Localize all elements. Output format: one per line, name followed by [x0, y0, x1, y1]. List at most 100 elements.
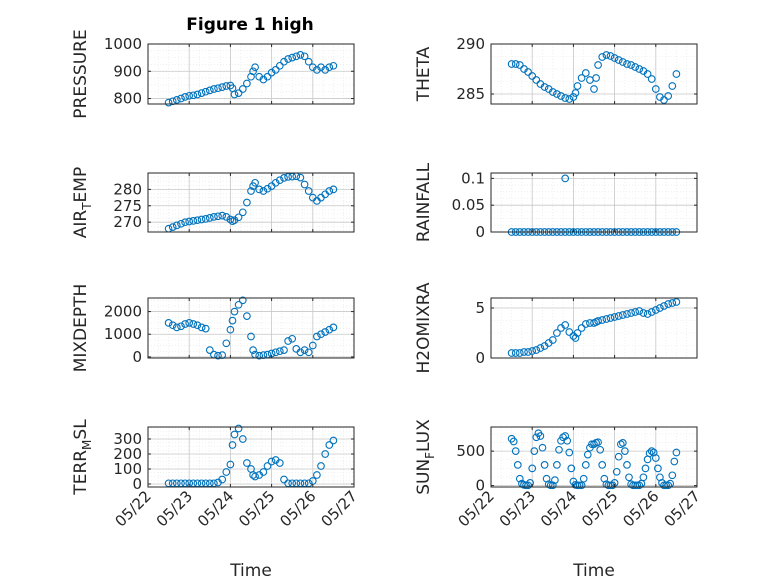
data-point	[598, 316, 607, 324]
data-point	[304, 57, 313, 66]
data-point	[214, 84, 222, 93]
subplot-rainfall: 0 0.05 0.1 RAINFALL	[414, 162, 698, 242]
data-point	[548, 336, 557, 344]
data-point	[177, 94, 185, 103]
data-point	[249, 346, 257, 354]
data-point	[197, 89, 206, 97]
data-point	[275, 459, 284, 467]
axes-box	[147, 297, 355, 359]
data-point	[275, 176, 284, 185]
data-point	[631, 63, 640, 71]
data-point	[507, 60, 516, 68]
data-point	[641, 464, 650, 473]
data-point	[251, 178, 259, 187]
data-point	[234, 300, 243, 309]
data-point	[647, 75, 656, 83]
data-point	[271, 66, 280, 74]
data-point	[561, 174, 570, 183]
data-point	[249, 67, 257, 76]
data-point	[577, 481, 586, 490]
data-point	[313, 332, 321, 341]
data-point	[251, 472, 259, 481]
data-point	[573, 82, 582, 90]
data-point	[193, 321, 202, 330]
data-point	[185, 91, 194, 100]
data-point	[647, 447, 656, 455]
data-point	[565, 328, 574, 336]
data-point	[226, 325, 235, 334]
y-tick-label: 0.05	[452, 196, 485, 214]
data-point	[647, 308, 656, 316]
data-point	[313, 471, 321, 479]
data-point	[259, 468, 268, 476]
data-point	[592, 74, 600, 82]
data-point	[238, 85, 247, 93]
figure-title: Figure 1 high	[186, 15, 314, 35]
y-tick-label: 500	[456, 442, 485, 460]
data-point	[538, 443, 547, 452]
data-point	[325, 325, 334, 334]
data-point	[267, 457, 276, 466]
data-point	[557, 92, 565, 100]
y-axis-label: MIXDEPTH	[71, 284, 91, 373]
data-point	[228, 316, 237, 325]
data-point	[284, 55, 292, 63]
y-tick-label: 285	[456, 85, 485, 103]
data-point	[284, 337, 292, 345]
data-point	[656, 304, 664, 312]
data-point	[670, 457, 679, 466]
y-tick-label: 0.1	[461, 169, 485, 187]
y-axis-label: RAINFALL	[414, 162, 434, 242]
data-point	[616, 440, 625, 449]
y-tick-label: 200	[113, 445, 142, 463]
data-point	[575, 481, 584, 490]
data-point	[598, 53, 607, 61]
data-point	[329, 323, 338, 332]
data-point	[255, 185, 264, 194]
data-point	[515, 474, 524, 483]
data-point	[548, 481, 557, 490]
data-point	[608, 481, 617, 490]
data-point	[567, 464, 576, 473]
data-point	[522, 481, 530, 490]
axes-box	[147, 426, 355, 488]
y-tick-label: 5	[475, 299, 485, 317]
data-point	[528, 464, 537, 473]
data-point	[172, 96, 181, 104]
data-point	[660, 302, 668, 310]
data-point	[672, 298, 681, 306]
data-point	[218, 475, 227, 484]
data-point	[596, 445, 605, 454]
data-point	[325, 441, 334, 449]
data-point	[230, 430, 239, 439]
data-point	[660, 96, 668, 104]
data-point	[546, 481, 555, 490]
data-point	[177, 322, 185, 331]
data-point	[594, 438, 602, 447]
data-point	[515, 349, 524, 357]
data-point	[614, 312, 623, 320]
data-point	[561, 432, 570, 440]
data-point	[654, 464, 662, 473]
data-point	[643, 70, 652, 78]
y-tick-label: 0	[132, 348, 142, 366]
data-point	[164, 319, 173, 327]
data-point	[226, 460, 235, 469]
data-point	[668, 471, 677, 480]
data-point	[321, 450, 330, 458]
y-tick-label: 2000	[104, 303, 142, 321]
y-tick-label: 0	[475, 477, 485, 495]
data-point	[271, 348, 280, 357]
data-point	[548, 88, 557, 96]
data-point	[524, 481, 532, 490]
axes-box	[490, 172, 698, 233]
data-point	[565, 95, 574, 103]
data-point	[304, 187, 313, 195]
data-point	[201, 324, 210, 333]
data-point	[168, 321, 177, 330]
data-point	[275, 347, 284, 356]
subplot-theta: 285 290 THETA	[414, 35, 698, 105]
data-point	[205, 86, 214, 95]
